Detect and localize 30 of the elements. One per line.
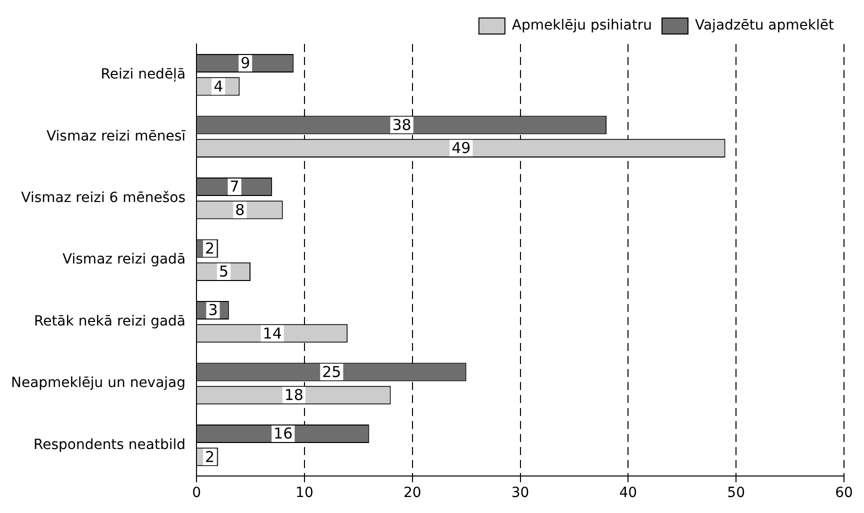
data-label: 4 bbox=[214, 77, 224, 96]
x-tick-label: 0 bbox=[192, 485, 201, 502]
data-label: 2 bbox=[205, 239, 215, 258]
y-tick-label: Neapmeklēju un nevajag bbox=[10, 375, 186, 392]
data-label: 14 bbox=[262, 324, 282, 342]
x-tick-label: 60 bbox=[835, 485, 853, 502]
y-tick-label: Respondents neatbild bbox=[33, 436, 186, 453]
data-label: 18 bbox=[284, 386, 304, 404]
data-label: 5 bbox=[218, 262, 229, 281]
legend-label: Vajadzētu apmeklēt bbox=[694, 18, 835, 34]
x-tick-label: 20 bbox=[403, 485, 422, 502]
x-tick-label: 10 bbox=[296, 485, 314, 502]
data-label: 3 bbox=[208, 301, 218, 320]
data-label: 2 bbox=[205, 448, 215, 466]
data-label: 7 bbox=[230, 178, 240, 196]
data-label: 49 bbox=[452, 139, 471, 158]
x-tick-label: 30 bbox=[511, 485, 530, 502]
x-tick-label: 50 bbox=[727, 485, 745, 502]
data-label: 16 bbox=[274, 424, 293, 443]
data-label: 8 bbox=[235, 200, 245, 219]
y-tick-label: Vismaz reizi mēnesī bbox=[46, 128, 186, 144]
y-tick-label: Vismaz reizi 6 mēnešos bbox=[21, 190, 186, 206]
legend-label: Apmeklēju psihiatru bbox=[512, 18, 652, 34]
data-label: 38 bbox=[392, 116, 412, 134]
y-tick-label: Reizi nedēļā bbox=[100, 66, 186, 83]
y-tick-label: Retāk nekā reizi gadā bbox=[34, 313, 186, 330]
x-tick-label: 40 bbox=[619, 485, 638, 502]
data-label: 9 bbox=[240, 54, 250, 72]
y-tick-label: Vismaz reizi gadā bbox=[62, 252, 186, 268]
data-label: 25 bbox=[322, 362, 342, 381]
